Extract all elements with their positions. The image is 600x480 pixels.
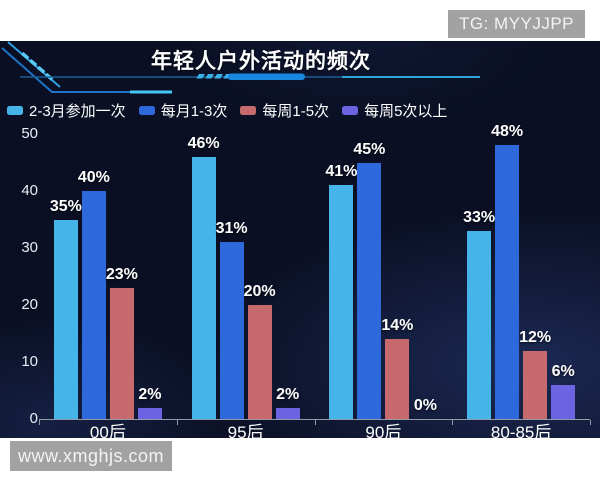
bar-value-label: 41% — [325, 163, 358, 181]
y-axis-label: 50 — [21, 125, 38, 142]
bar-value-label: 6% — [551, 362, 575, 380]
bar — [53, 219, 78, 419]
chart-panel: 年轻人户外活动的频次 2-3月参加一次 每月1-3次 每周1-5次 每周5次以上 0 1… — [0, 41, 600, 442]
chart-title: 年轻人户外活动的频次 — [151, 50, 371, 73]
legend-label: 每月1-3次 — [160, 102, 228, 120]
legend: 2-3月参加一次 每月1-3次 每周1-5次 每周5次以上 — [7, 100, 447, 121]
legend-item: 2-3月参加一次 — [7, 100, 126, 121]
bar-value-label: 14% — [381, 317, 414, 335]
bar — [137, 407, 162, 419]
bar-value-label: 23% — [105, 265, 138, 283]
bar — [523, 350, 548, 419]
bar-value-label: 2% — [138, 385, 162, 403]
bar — [495, 145, 520, 419]
bar — [467, 230, 492, 419]
y-axis-label: 20 — [21, 296, 38, 313]
bar — [551, 384, 576, 419]
y-axis-label: 0 — [29, 410, 38, 427]
legend-item: 每周5次以上 — [342, 100, 447, 121]
y-axis-label: 10 — [21, 353, 38, 370]
x-axis-line — [39, 419, 590, 420]
x-axis-tick — [452, 420, 454, 425]
bar — [191, 156, 216, 419]
watermark-top-text: TG: MYYJJPP — [458, 14, 575, 33]
legend-item: 每月1-3次 — [138, 100, 228, 121]
legend-swatch — [7, 105, 23, 115]
bar — [275, 407, 300, 419]
bar — [329, 185, 354, 419]
bar — [247, 305, 272, 419]
bar-value-label: 40% — [77, 169, 110, 186]
legend-swatch — [138, 105, 155, 115]
legend-swatch — [240, 105, 257, 115]
y-axis-label: 30 — [21, 239, 38, 256]
bar-value-label: 2% — [276, 385, 300, 403]
bar — [357, 162, 382, 419]
legend-item: 每周1-5次 — [240, 100, 329, 121]
x-axis-label: 00后 — [89, 423, 126, 442]
x-axis-label: 80-85后 — [490, 423, 552, 442]
bar-value-label: 0% — [413, 397, 437, 414]
watermark-top-right: TG: MYYJJPP — [448, 10, 585, 38]
legend-label: 每周1-5次 — [262, 102, 330, 120]
x-axis-tick — [176, 420, 178, 425]
x-axis-tick — [590, 420, 591, 425]
x-axis-tick — [314, 420, 316, 425]
bar-value-label: 45% — [353, 140, 386, 158]
bar — [81, 191, 106, 419]
watermark-bottom-left: www.xmghjs.com — [10, 441, 172, 471]
x-axis-tick — [39, 420, 40, 425]
bar-value-label: 48% — [491, 123, 524, 141]
legend-label: 2-3月参加一次 — [29, 102, 126, 120]
bar-value-label: 46% — [187, 134, 220, 152]
header-decoration-lines — [1, 41, 480, 94]
bar-value-label: 31% — [215, 220, 248, 238]
legend-label: 每周5次以上 — [364, 102, 448, 120]
bar-value-label: 33% — [463, 208, 496, 226]
legend-swatch — [342, 105, 359, 115]
bar-value-label: 20% — [243, 283, 276, 300]
y-axis-label: 40 — [21, 182, 38, 199]
bar — [219, 242, 244, 419]
x-axis-label: 90后 — [365, 423, 402, 442]
watermark-bottom-text: www.xmghjs.com — [17, 445, 165, 466]
bar — [385, 339, 410, 419]
x-axis-label: 95后 — [227, 423, 264, 442]
plot-area: 0 10 20 30 40 50 00后 35% 40% 23% 2% 95后 46% 31% 20% 2% 9… — [0, 41, 600, 442]
bar — [109, 287, 134, 419]
bar-value-label: 35% — [49, 197, 82, 215]
bar-value-label: 12% — [519, 328, 552, 346]
